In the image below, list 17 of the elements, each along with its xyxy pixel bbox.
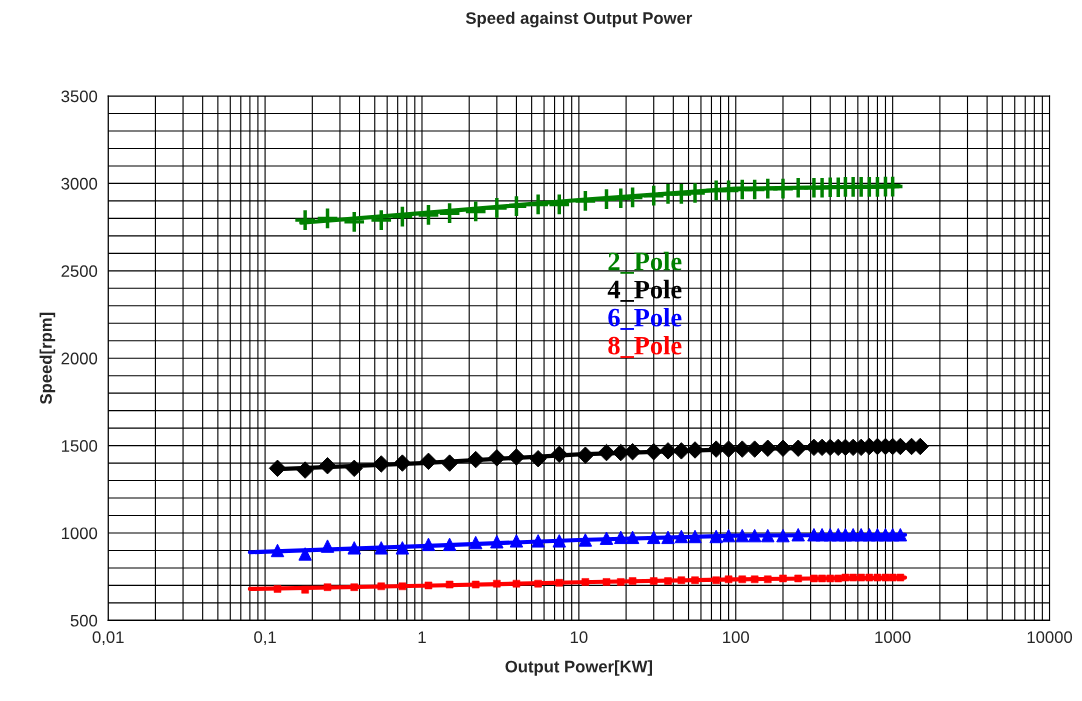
x-tick-label: 1000 [875, 631, 911, 644]
x-tick-label: 100 [723, 631, 750, 644]
y-tick-label: 3000 [61, 177, 98, 190]
chart-title: Speed against Output Power [465, 11, 693, 28]
x-tick-label: 1 [418, 631, 426, 643]
y-tick-label: 500 [70, 614, 98, 627]
y-tick-label: 2000 [61, 352, 98, 365]
x-tick-label: 10 [570, 631, 588, 644]
x-tick-label: 10000 [1027, 631, 1073, 644]
y-axis-title: Speed[rpm] [39, 312, 56, 405]
x-tick-label: 0,01 [92, 631, 124, 646]
y-tick-label: 1000 [61, 527, 98, 540]
x-axis-title: Output Power[KW] [505, 660, 652, 676]
y-tick-label: 3500 [61, 90, 98, 103]
y-tick-label: 1500 [61, 440, 98, 452]
x-tick-label: 0,1 [254, 631, 276, 646]
y-tick-label: 2500 [61, 265, 98, 278]
